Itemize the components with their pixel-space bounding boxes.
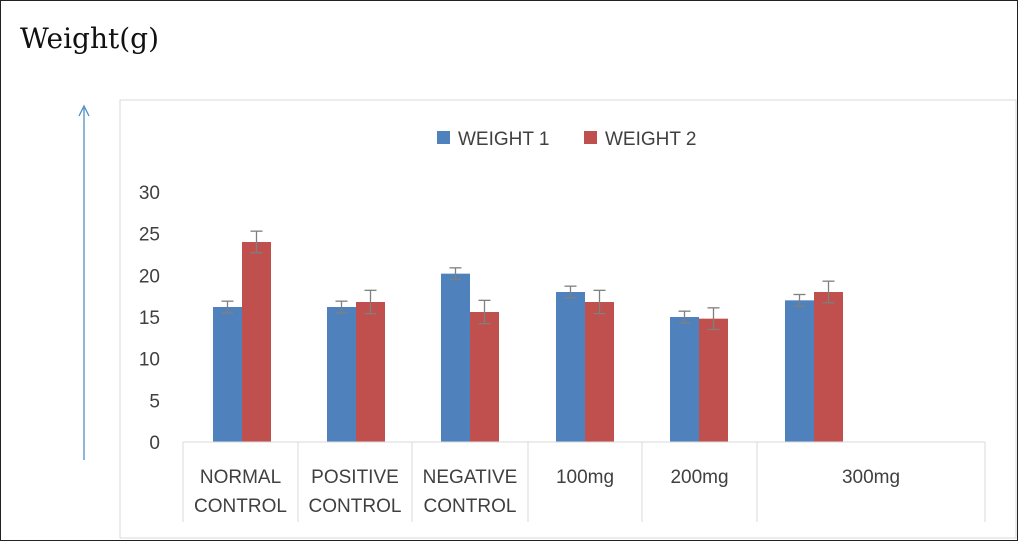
legend-label: WEIGHT 1 — [458, 129, 550, 150]
bar-weight-1 — [327, 307, 356, 442]
bar-weight-1 — [441, 273, 470, 442]
legend-swatch — [437, 131, 450, 144]
category-label: CONTROL — [424, 496, 517, 517]
legend: WEIGHT 1 WEIGHT 2 — [437, 129, 697, 150]
category-label: POSITIVE — [311, 467, 399, 488]
category-axis: NORMAL CONTROL POSITIVE CONTROL NEGATIVE CONT… — [182, 441, 986, 522]
bar-weight-2 — [699, 318, 728, 442]
y-tick-label: 15 — [139, 308, 160, 329]
bar-weight-2 — [470, 312, 499, 442]
category-label: 100mg — [556, 467, 614, 488]
y-tick-label: 20 — [139, 266, 160, 287]
y-tick-label: 0 — [149, 433, 160, 454]
y-tick-label: 25 — [139, 225, 160, 246]
category-label: 300mg — [842, 467, 900, 488]
bar-weight-2 — [242, 242, 271, 442]
bar-weight-1 — [213, 307, 242, 442]
bar-weight-1 — [670, 317, 699, 442]
bar-weight-1 — [785, 300, 814, 442]
y-axis-arrow — [78, 104, 90, 460]
y-axis-ticks: 0 5 10 15 20 25 30 — [139, 183, 160, 454]
category-label: CONTROL — [194, 496, 287, 517]
category-label: NEGATIVE — [423, 467, 518, 488]
y-tick-label: 5 — [149, 391, 160, 412]
bars — [213, 230, 843, 442]
bar-weight-2 — [814, 292, 843, 442]
legend-swatch — [584, 131, 597, 144]
figure-title: Weight(g) — [20, 22, 160, 55]
legend-label: WEIGHT 2 — [605, 129, 697, 150]
y-tick-label: 30 — [139, 183, 160, 204]
bar-weight-2 — [585, 302, 614, 442]
bar-weight-1 — [556, 292, 585, 442]
category-label: CONTROL — [309, 496, 402, 517]
bar-weight-2 — [356, 302, 385, 442]
category-label: NORMAL — [200, 467, 281, 488]
y-axis-arrow-head — [78, 104, 90, 117]
y-tick-label: 10 — [139, 350, 160, 371]
category-label: 200mg — [670, 467, 728, 488]
